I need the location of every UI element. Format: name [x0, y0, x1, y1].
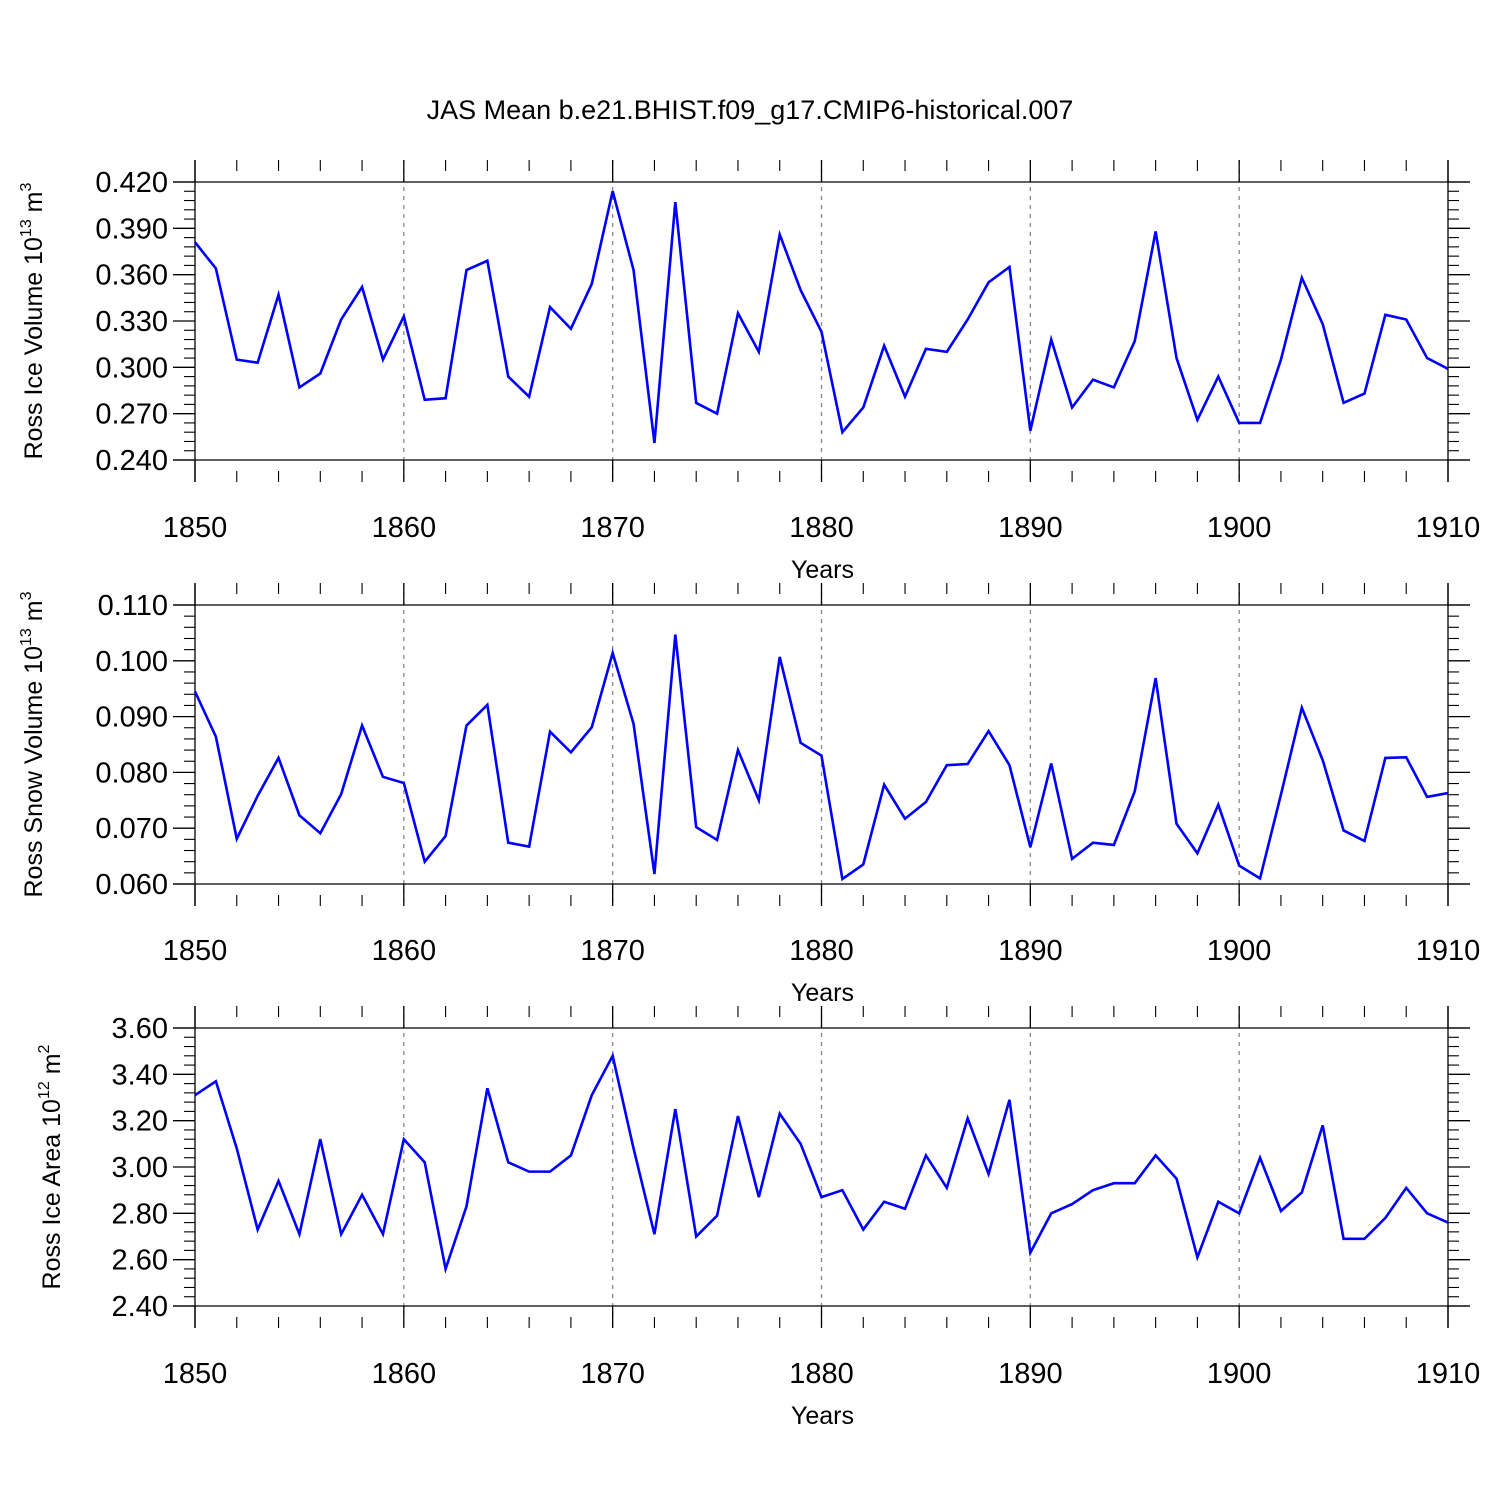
y-tick-label: 0.060 — [95, 869, 168, 901]
figure-title: JAS Mean b.e21.BHIST.f09_g17.CMIP6-histo… — [427, 95, 1074, 125]
y-tick-label: 2.60 — [112, 1245, 168, 1277]
panel-ross-snow-volume: 0.060 0.070 0.080 0.090 0.100 0.110 1850 1860 18… — [18, 583, 1480, 1007]
series-line — [193, 190, 1449, 444]
x-tick-label: 1890 — [998, 1358, 1063, 1390]
y-axis-title-superscript: 13 — [18, 219, 35, 237]
y-axis-title-part: Ross Ice Volume 10 — [20, 237, 48, 459]
series-line — [194, 1052, 1449, 1275]
y-axis-title-superscript: 2 — [36, 1044, 53, 1053]
x-axis-title: Years — [791, 1402, 854, 1430]
x-tick-label: 1910 — [1416, 512, 1481, 544]
x-tick-label: 1870 — [580, 512, 645, 544]
x-tick-label: 1910 — [1416, 935, 1481, 967]
y-tick-label: 3.00 — [112, 1152, 168, 1184]
panel-ross-ice-volume: 0.240 0.270 0.300 0.330 0.360 0.390 0.420 1850 1… — [18, 160, 1480, 584]
y-axis-title: Ross Ice Area 1012 m2 — [36, 1044, 66, 1289]
panel-ross-ice-area: 2.40 2.60 2.80 3.00 3.20 3.40 3.60 1850 1860 1870… — [36, 1006, 1480, 1430]
x-tick-label: 1860 — [372, 512, 437, 544]
x-axis-title: Years — [791, 979, 854, 1007]
y-tick-label: 2.80 — [112, 1198, 168, 1230]
y-tick-label: 3.20 — [112, 1106, 168, 1138]
y-axis-title-superscript: 13 — [18, 628, 35, 646]
x-axis-title: Years — [791, 556, 854, 584]
y-tick-label: 2.40 — [112, 1291, 168, 1323]
y-axis-title-superscript: 3 — [18, 182, 35, 191]
x-tick-label: 1850 — [163, 512, 228, 544]
x-tick-label: 1900 — [1207, 1358, 1272, 1390]
x-tick-label: 1880 — [789, 935, 854, 967]
x-tick-label: 1870 — [580, 1358, 645, 1390]
x-tick-label: 1870 — [580, 935, 645, 967]
x-tick-label: 1880 — [789, 512, 854, 544]
x-tick-label: 1890 — [998, 512, 1063, 544]
y-tick-label: 0.270 — [95, 399, 168, 431]
x-tick-label: 1890 — [998, 935, 1063, 967]
y-axis-title: Ross Ice Volume 1013 m3 — [18, 182, 48, 459]
y-tick-label: 0.100 — [95, 646, 168, 678]
x-tick-label: 1900 — [1207, 512, 1272, 544]
y-tick-label: 0.080 — [95, 757, 168, 789]
y-tick-label: 0.390 — [95, 213, 168, 245]
x-tick-label: 1860 — [372, 1358, 437, 1390]
y-axis-title-part: m — [20, 600, 48, 628]
y-tick-label: 0.070 — [95, 813, 168, 845]
x-tick-label: 1850 — [163, 1358, 228, 1390]
x-tick-label: 1860 — [372, 935, 437, 967]
y-axis-title: Ross Snow Volume 1013 m3 — [18, 591, 48, 897]
y-tick-label: 0.090 — [95, 702, 168, 734]
y-tick-label: 3.40 — [112, 1059, 168, 1091]
y-axis-title-superscript: 12 — [36, 1081, 53, 1099]
y-tick-label: 0.300 — [95, 352, 168, 384]
x-tick-label: 1910 — [1416, 1358, 1481, 1390]
x-tick-label: 1880 — [789, 1358, 854, 1390]
y-axis-title-part: Ross Snow Volume 10 — [20, 646, 48, 898]
y-axis-title-superscript: 3 — [18, 591, 35, 600]
series-line — [193, 634, 1449, 882]
x-tick-label: 1900 — [1207, 935, 1272, 967]
y-tick-label: 0.420 — [95, 167, 168, 199]
y-axis-title-part: m — [20, 191, 48, 219]
x-tick-label: 1850 — [163, 935, 228, 967]
y-tick-label: 0.240 — [95, 445, 168, 477]
y-tick-label: 0.110 — [98, 590, 168, 622]
y-axis-title-part: m — [38, 1053, 66, 1081]
y-tick-label: 0.360 — [95, 260, 168, 292]
y-tick-label: 3.60 — [112, 1013, 168, 1045]
y-axis-title-part: Ross Ice Area 10 — [38, 1099, 66, 1289]
y-tick-label: 0.330 — [95, 306, 168, 338]
